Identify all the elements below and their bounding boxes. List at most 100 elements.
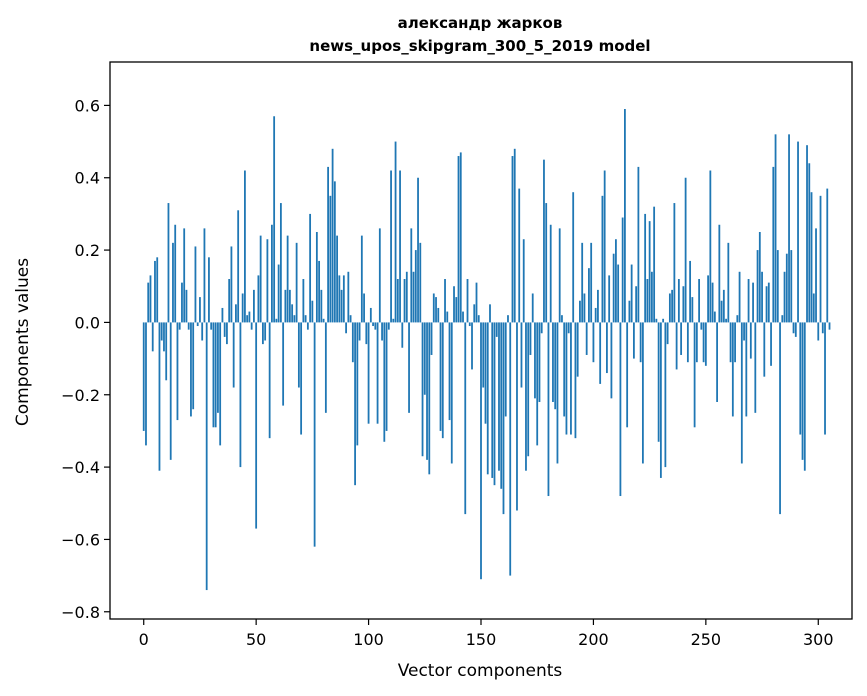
bar-component-64 — [286, 235, 289, 323]
bar-component-213 — [621, 217, 624, 323]
bar-component-270 — [749, 322, 752, 359]
bar-component-50 — [255, 322, 258, 529]
bar-component-299 — [815, 228, 817, 323]
bar-component-265 — [738, 271, 741, 323]
bar-component-70 — [300, 322, 303, 435]
bar-component-135 — [446, 311, 449, 323]
bar-component-200 — [592, 322, 595, 363]
bar-component-74 — [309, 213, 312, 323]
bar-component-84 — [331, 148, 334, 323]
bar-component-42 — [237, 210, 240, 323]
bar-component-146 — [471, 322, 473, 370]
bar-component-76 — [313, 322, 316, 547]
bar-component-119 — [410, 228, 413, 323]
bar-component-223 — [644, 213, 647, 323]
bar-component-105 — [378, 228, 381, 323]
bar-component-155 — [491, 322, 494, 478]
bar-component-262 — [731, 322, 734, 417]
bar-component-15 — [176, 322, 179, 421]
bar-component-78 — [318, 260, 321, 323]
bar-component-302 — [821, 322, 824, 334]
bar-component-53 — [261, 322, 264, 345]
bar-component-75 — [311, 300, 314, 323]
bar-component-238 — [677, 279, 680, 323]
bar-component-8 — [160, 322, 163, 341]
bar-component-226 — [650, 271, 653, 323]
bar-component-205 — [603, 170, 606, 323]
bar-component-173 — [531, 293, 534, 323]
bar-component-246 — [695, 322, 698, 363]
bar-component-5 — [154, 260, 156, 323]
bar-component-217 — [630, 264, 633, 323]
bar-component-82 — [327, 166, 330, 323]
bar-component-56 — [268, 322, 271, 439]
bar-component-242 — [686, 322, 689, 363]
bar-component-171 — [527, 322, 530, 457]
bar-component-220 — [637, 166, 640, 323]
bar-component-292 — [799, 322, 802, 435]
bar-component-115 — [401, 322, 404, 348]
bar-component-188 — [565, 322, 568, 435]
bar-component-128 — [430, 322, 433, 355]
bar-component-77 — [315, 231, 318, 323]
bar-component-159 — [500, 322, 503, 489]
bar-component-133 — [441, 322, 444, 439]
bar-component-170 — [525, 322, 527, 471]
bar-component-231 — [662, 318, 665, 323]
bar-component-63 — [284, 289, 287, 323]
bar-component-90 — [345, 322, 347, 334]
bar-component-287 — [788, 134, 790, 323]
bars-group — [142, 109, 831, 591]
bar-component-91 — [347, 271, 350, 323]
bar-component-240 — [682, 286, 685, 323]
bar-component-236 — [673, 203, 676, 323]
bar-component-165 — [513, 148, 516, 323]
bar-component-203 — [599, 322, 602, 384]
y-tick-label: 0.6 — [75, 96, 100, 115]
chart-title-line1: александр жарков — [398, 14, 563, 32]
y-tick-label: −0.2 — [61, 386, 100, 405]
bar-component-141 — [459, 152, 462, 323]
bar-component-18 — [183, 228, 186, 323]
bar-component-36 — [223, 322, 226, 337]
bar-component-102 — [372, 322, 374, 327]
bar-component-86 — [336, 235, 338, 323]
bar-component-162 — [507, 315, 509, 323]
bar-component-127 — [428, 322, 431, 475]
bar-component-251 — [707, 275, 709, 323]
bar-component-190 — [570, 322, 572, 435]
bar-component-228 — [655, 318, 658, 323]
bar-component-37 — [226, 322, 228, 345]
bar-component-282 — [776, 250, 779, 323]
x-tick-label: 250 — [691, 630, 722, 649]
bar-component-93 — [351, 322, 354, 363]
bar-component-101 — [369, 307, 372, 323]
bar-component-215 — [626, 322, 629, 428]
bar-component-122 — [417, 177, 419, 323]
bar-component-25 — [199, 297, 201, 323]
bar-component-224 — [646, 279, 649, 323]
bar-component-139 — [455, 297, 458, 323]
bar-component-250 — [704, 322, 707, 366]
x-tick-label: 100 — [353, 630, 384, 649]
bar-component-152 — [484, 322, 487, 424]
bar-component-256 — [718, 224, 721, 323]
bar-component-16 — [178, 322, 181, 330]
bar-component-189 — [567, 322, 570, 334]
bar-component-109 — [387, 322, 390, 330]
bar-component-194 — [579, 300, 581, 323]
bar-component-258 — [722, 289, 725, 323]
bar-component-261 — [729, 322, 732, 363]
bar-component-166 — [516, 322, 518, 511]
bar-component-186 — [561, 315, 563, 323]
bar-component-65 — [288, 289, 291, 323]
bar-component-266 — [740, 322, 743, 464]
bar-component-158 — [498, 322, 500, 471]
bar-component-291 — [797, 141, 799, 323]
bar-component-175 — [536, 322, 539, 446]
bar-component-110 — [390, 170, 392, 323]
bar-component-95 — [356, 322, 359, 446]
bar-component-279 — [770, 322, 772, 366]
bar-component-154 — [489, 304, 491, 323]
bar-component-34 — [219, 322, 222, 446]
